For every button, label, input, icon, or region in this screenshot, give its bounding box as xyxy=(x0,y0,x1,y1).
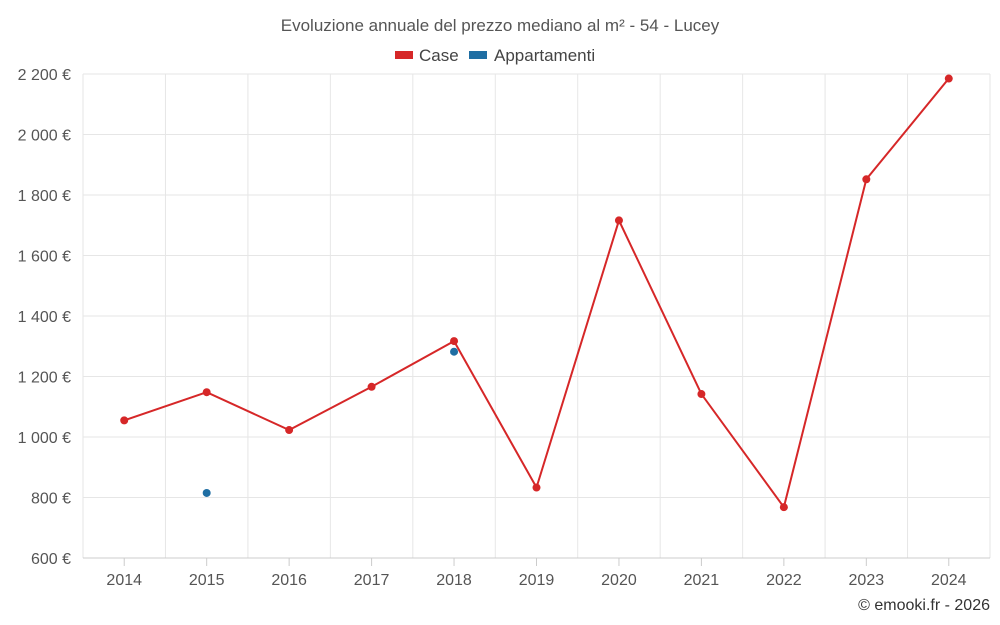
series-case xyxy=(120,74,953,512)
x-tick-label: 2020 xyxy=(601,572,637,589)
y-tick-label: 1 600 € xyxy=(18,249,71,266)
x-tick-label: 2018 xyxy=(436,572,472,589)
x-tick-label: 2014 xyxy=(106,572,142,589)
chart-title: Evoluzione annuale del prezzo mediano al… xyxy=(281,16,720,35)
x-tick-label: 2019 xyxy=(519,572,555,589)
data-point-case-2018[interactable] xyxy=(450,337,459,346)
legend-label-appartamenti[interactable]: Appartamenti xyxy=(494,46,595,65)
data-point-case-2020[interactable] xyxy=(614,216,623,225)
legend: Case Appartamenti xyxy=(395,46,595,65)
legend-swatch-case xyxy=(395,51,413,59)
data-point-case-2015[interactable] xyxy=(202,388,211,397)
data-point-case-2024[interactable] xyxy=(944,74,953,83)
x-tick-label: 2021 xyxy=(684,572,720,589)
data-point-appartamenti-2015[interactable] xyxy=(202,488,211,497)
x-tick-label: 2024 xyxy=(931,572,967,589)
legend-label-case[interactable]: Case xyxy=(419,46,459,65)
data-point-case-2017[interactable] xyxy=(367,382,376,391)
grid xyxy=(82,73,991,558)
x-tick-label: 2015 xyxy=(189,572,225,589)
series-appartamenti xyxy=(202,347,459,497)
data-point-case-2016[interactable] xyxy=(285,426,294,435)
y-tick-label: 600 € xyxy=(31,551,71,568)
credit-text: © emooki.fr - 2026 xyxy=(858,597,990,614)
y-tick-label: 2 000 € xyxy=(18,128,71,145)
data-point-case-2023[interactable] xyxy=(862,175,871,184)
data-point-case-2021[interactable] xyxy=(697,390,706,399)
data-point-case-2014[interactable] xyxy=(120,416,129,425)
x-tick-label: 2017 xyxy=(354,572,390,589)
x-tick-label: 2016 xyxy=(271,572,307,589)
y-tick-label: 1 200 € xyxy=(18,370,71,387)
x-tick-label: 2023 xyxy=(849,572,885,589)
data-point-case-2019[interactable] xyxy=(532,483,541,492)
data-point-appartamenti-2018[interactable] xyxy=(450,347,459,356)
y-tick-label: 800 € xyxy=(31,491,71,508)
data-point-case-2022[interactable] xyxy=(779,503,788,512)
x-tick-label: 2022 xyxy=(766,572,802,589)
y-tick-label: 2 200 € xyxy=(18,67,71,84)
y-tick-label: 1 800 € xyxy=(18,188,71,205)
y-tick-label: 1 000 € xyxy=(18,430,71,447)
axes: 600 € 800 € 1 000 € 1 200 € 1 400 € 1 600 € 1 … xyxy=(18,67,990,589)
legend-swatch-appartamenti xyxy=(469,51,487,59)
series xyxy=(120,74,953,512)
y-tick-label: 1 400 € xyxy=(18,309,71,326)
